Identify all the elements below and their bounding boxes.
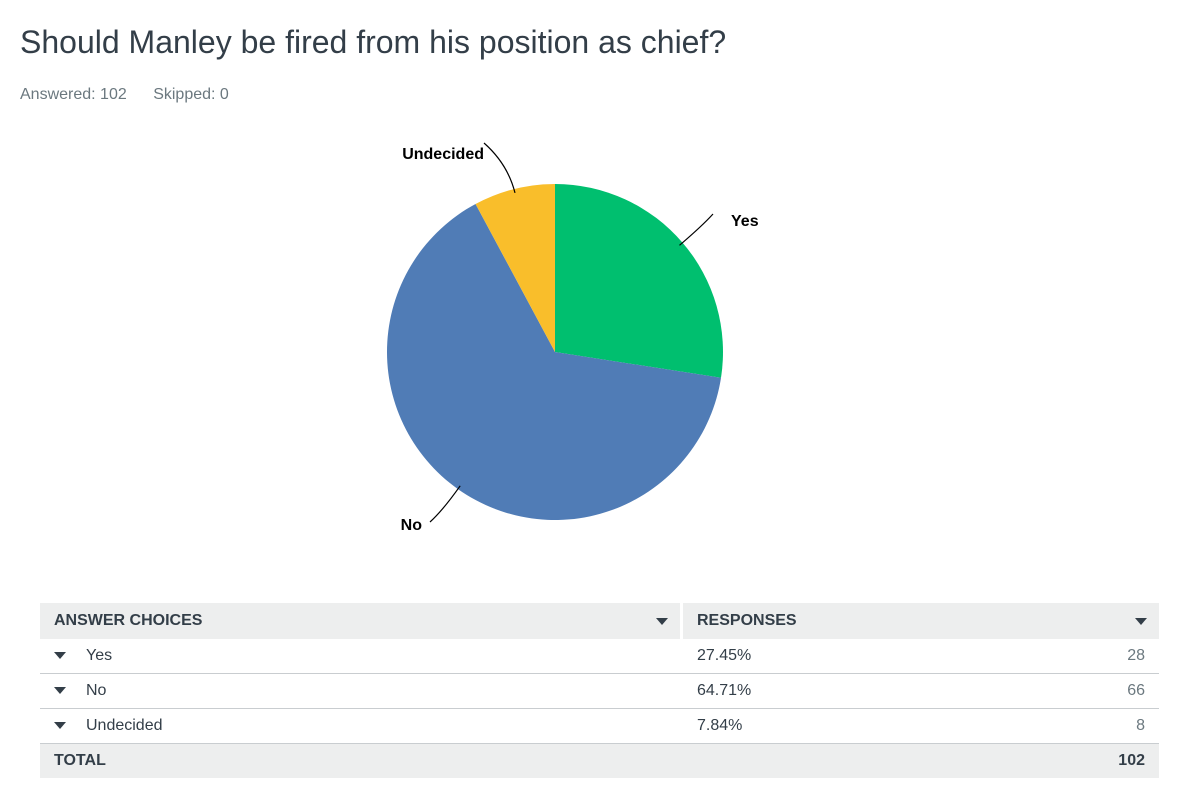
total-count: 102 [683, 743, 1159, 778]
response-count: 66 [1127, 682, 1145, 699]
choice-label: Yes [86, 647, 113, 664]
pie-labels: Yes No Undecided [401, 146, 759, 534]
answer-choices-header[interactable]: ANSWER CHOICES [40, 603, 680, 639]
choice-cell: Yes [40, 639, 680, 674]
skipped-count: Skipped: 0 [153, 86, 229, 103]
table-row: Yes 27.45% 28 [40, 639, 1159, 674]
choice-label: No [86, 682, 107, 699]
column-divider [680, 639, 683, 674]
leader-line-yes [679, 213, 714, 246]
response-cell: 27.45% 28 [683, 639, 1159, 674]
total-label: TOTAL [40, 743, 680, 778]
pie-slice-undecided [475, 184, 555, 352]
responses-header[interactable]: RESPONSES [683, 603, 1159, 639]
leader-line-no [429, 485, 461, 523]
response-cell: 7.84% 8 [683, 708, 1159, 744]
table-row: No 64.71% 66 [40, 673, 1159, 709]
expand-row-icon[interactable] [54, 652, 66, 660]
responses-header-label: RESPONSES [697, 612, 797, 629]
column-divider [680, 673, 683, 709]
sort-choices-icon[interactable] [656, 618, 668, 625]
column-divider [680, 603, 683, 639]
response-count: 28 [1127, 647, 1145, 664]
pie-leader-lines [429, 142, 714, 523]
pie-label-no: No [401, 517, 423, 534]
response-summary: Answered: 102 Skipped: 0 [20, 86, 229, 104]
response-percent: 27.45% [697, 647, 752, 664]
responses-table: ANSWER CHOICES RESPONSES Yes 27.45% [40, 603, 1159, 778]
column-divider [680, 708, 683, 744]
expand-row-icon[interactable] [54, 687, 66, 695]
sort-responses-icon[interactable] [1135, 618, 1147, 625]
response-count: 8 [1136, 717, 1145, 734]
total-row: TOTAL 102 [40, 743, 1159, 778]
column-divider [680, 743, 683, 778]
choice-cell: Undecided [40, 708, 680, 744]
table-row: Undecided 7.84% 8 [40, 708, 1159, 744]
response-percent: 7.84% [697, 717, 743, 734]
pie-slice-no [386, 203, 722, 520]
pie-slices [386, 184, 723, 520]
answered-count: Answered: 102 [20, 86, 127, 103]
response-cell: 64.71% 66 [683, 673, 1159, 709]
leader-line-undecided [483, 142, 516, 194]
pie-label-undecided: Undecided [402, 146, 484, 163]
choice-label: Undecided [86, 717, 163, 734]
pie-chart: Yes No Undecided [386, 142, 759, 534]
response-percent: 64.71% [697, 682, 752, 699]
choice-cell: No [40, 673, 680, 709]
table-header-row: ANSWER CHOICES RESPONSES [40, 603, 1159, 639]
pie-slice-yes [555, 184, 723, 378]
expand-row-icon[interactable] [54, 722, 66, 730]
answer-choices-header-label: ANSWER CHOICES [54, 612, 203, 629]
page-title: Should Manley be fired from his position… [20, 24, 727, 60]
pie-label-yes: Yes [731, 213, 759, 230]
